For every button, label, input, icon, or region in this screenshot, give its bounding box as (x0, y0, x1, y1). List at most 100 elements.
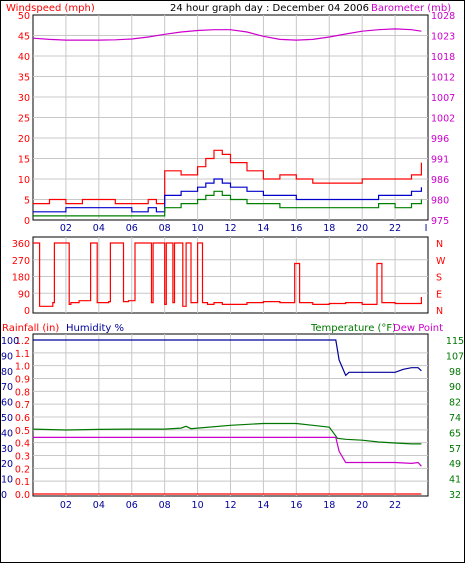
humidity-tick-label: 40 (1, 428, 13, 439)
wind-panel-grid (33, 15, 428, 220)
temperature-line (32, 422, 422, 445)
barometer-tick-label: 1028 (431, 11, 455, 22)
direction-tick-label: 0 (24, 306, 30, 317)
barometer-tick-label: 975 (431, 216, 449, 227)
direction-tick-label: 90 (18, 289, 30, 300)
compass-letter: N (436, 306, 443, 317)
rainfall-tick-label: 0.5 (15, 426, 30, 437)
x-tick-label: 06 (126, 500, 138, 511)
x-tick-label: 16 (290, 500, 302, 511)
x-tick-label: 12 (224, 223, 236, 234)
x-tick-label: 06 (126, 223, 138, 234)
x-tick-label: 20 (356, 223, 368, 234)
barometer-tick-label: 1002 (431, 114, 455, 125)
x-tick-label: 16 (290, 223, 302, 234)
windspeed-tick-label: 25 (18, 114, 30, 125)
dewpoint-line (33, 436, 422, 467)
x-tick-label: 10 (192, 500, 204, 511)
barometer-tick-label: 996 (431, 134, 449, 145)
direction-tick-label: 180 (12, 273, 30, 284)
temperature-tick-label: 82 (449, 398, 461, 409)
x-tick-label: 04 (93, 223, 105, 234)
barometer-tick-label: 980 (431, 196, 449, 207)
gust-line (33, 149, 422, 205)
avg-line (33, 178, 422, 213)
temperature-tick-label: 115 (446, 336, 464, 347)
barometer-tick-label: 991 (431, 155, 449, 166)
barometer-tick-label: 1007 (431, 93, 455, 104)
rainfall-tick-label: 1.2 (15, 336, 30, 347)
x-tick-label: 22 (389, 500, 401, 511)
x-tick-label: 10 (192, 223, 204, 234)
temperature-tick-label: 57 (449, 444, 461, 455)
dewpoint-axis-title: Dew Point (393, 323, 443, 334)
compass-letter: E (436, 289, 442, 300)
rainfall-tick-label: 0.1 (15, 477, 30, 488)
humidity-tick-label: 20 (1, 459, 13, 470)
humidity-tick-label: 50 (1, 413, 13, 424)
wind-panel-series (32, 28, 422, 217)
rainfall-tick-label: 0.0 (15, 490, 30, 501)
temperature-tick-label: 32 (449, 490, 461, 501)
direction-tick-label: 270 (12, 256, 30, 267)
rainfall-tick-label: 0.3 (15, 452, 30, 463)
compass-letter: W (436, 256, 446, 267)
rainfall-tick-label: 0.2 (15, 464, 30, 475)
x-tick-label: 18 (323, 500, 335, 511)
humidity-line (33, 339, 422, 377)
temperature-tick-label: 98 (449, 367, 461, 378)
x-tick-label: 08 (159, 500, 171, 511)
rainfall-tick-label: 1.1 (15, 349, 30, 360)
x-tick-label: 14 (257, 223, 269, 234)
x-tick-label: 04 (93, 500, 105, 511)
wind-direction-line (33, 242, 422, 307)
wind-panel-ticks: 5045403530252015105010281023101810121007… (18, 11, 455, 234)
x-tick-label: 20 (356, 500, 368, 511)
windspeed-tick-label: 45 (18, 32, 30, 43)
barometer-axis-title: Barometer (mb) (371, 3, 451, 14)
barometer-tick-label: 1012 (431, 73, 455, 84)
rainfall-axis-title: Rainfall (in) (2, 323, 59, 334)
windspeed-axis-title: Windspeed (mph) (6, 3, 95, 14)
x-tick-label: 02 (60, 223, 72, 234)
temperature-axis-title: Temperature (°F) (310, 323, 396, 334)
direction-tick-label: 360 (12, 239, 30, 250)
humidity-tick-label: 0 (1, 490, 7, 501)
rainfall-tick-label: 0.9 (15, 375, 30, 386)
windspeed-tick-label: 40 (18, 52, 30, 63)
barometer-tick-label: 1018 (431, 52, 455, 63)
humidity-tick-label: 10 (1, 475, 13, 486)
humidity-tick-label: 70 (1, 382, 13, 393)
rainfall-tick-label: 0.8 (15, 387, 30, 398)
x-tick-label: I (425, 223, 428, 234)
windspeed-tick-label: 5 (24, 196, 30, 207)
low-line (33, 190, 422, 217)
barometer-tick-label: 986 (431, 175, 449, 186)
climate-panel-ticks: 1.21.11.00.90.80.70.60.50.40.30.20.10.01… (1, 336, 464, 511)
temperature-tick-label: 107 (446, 351, 464, 362)
x-tick-label: 12 (224, 500, 236, 511)
temperature-tick-label: 90 (449, 382, 461, 393)
humidity-tick-label: 30 (1, 444, 13, 455)
compass-letter: N (436, 239, 443, 250)
windspeed-tick-label: 15 (18, 155, 30, 166)
rainfall-tick-label: 0.6 (15, 413, 30, 424)
humidity-tick-label: 80 (1, 367, 13, 378)
rainfall-tick-label: 0.4 (15, 439, 30, 450)
windspeed-tick-label: 50 (18, 11, 30, 22)
direction-panel-grid (33, 237, 428, 313)
humidity-axis-title: Humidity % (66, 323, 124, 334)
humidity-tick-label: 100 (1, 336, 19, 347)
barometer-tick-label: 1023 (431, 32, 455, 43)
humidity-tick-label: 90 (1, 351, 13, 362)
climate-panel-grid (33, 334, 428, 496)
windspeed-tick-label: 0 (24, 216, 30, 227)
humidity-tick-label: 60 (1, 398, 13, 409)
direction-panel-series (33, 242, 422, 307)
rainfall-tick-label: 1.0 (15, 362, 30, 373)
temperature-tick-label: 74 (449, 413, 461, 424)
rainfall-tick-label: 0.7 (15, 400, 30, 411)
